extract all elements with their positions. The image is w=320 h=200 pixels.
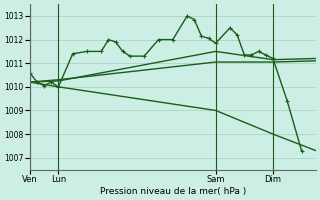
X-axis label: Pression niveau de la mer( hPa ): Pression niveau de la mer( hPa )	[100, 187, 246, 196]
